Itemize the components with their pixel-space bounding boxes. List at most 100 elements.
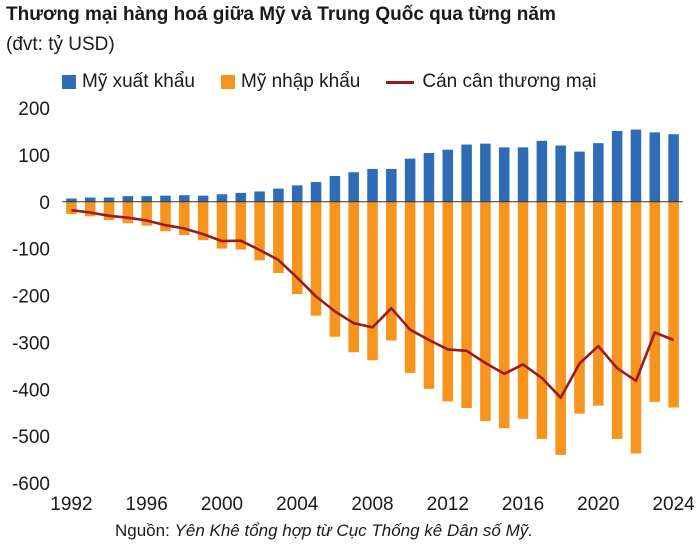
x-tick-label: 2004 xyxy=(276,494,319,515)
bar-import xyxy=(423,201,435,389)
bar-export xyxy=(461,144,472,202)
bar-import xyxy=(442,201,454,402)
bar-import xyxy=(179,201,190,236)
x-tick-label: 1992 xyxy=(50,494,92,515)
x-tick-label: 2020 xyxy=(577,494,619,515)
legend-label-balance: Cán cân thương mại xyxy=(422,71,597,92)
legend: Mỹ xuất khẩu Mỹ nhập khẩu Cán cân thương… xyxy=(62,68,622,96)
bar-export xyxy=(574,151,585,202)
balance-line xyxy=(71,208,675,400)
bar-import xyxy=(668,201,679,408)
x-tick-label: 1996 xyxy=(126,494,168,515)
bar-import xyxy=(66,201,77,214)
bar-import xyxy=(517,201,529,419)
bar-import xyxy=(216,201,228,249)
bar-export xyxy=(442,149,454,202)
bar-export xyxy=(367,168,378,202)
chart-subtitle: (đvt: tỷ USD) xyxy=(6,34,115,55)
bar-import xyxy=(348,201,359,353)
y-tick-label: 200 xyxy=(18,99,50,120)
bar-export xyxy=(423,153,435,202)
bar-export xyxy=(593,143,604,202)
bar-import xyxy=(197,201,209,241)
bar-import xyxy=(630,201,642,454)
bar-export xyxy=(103,197,115,202)
bar-export xyxy=(536,140,548,202)
bar-import xyxy=(273,201,284,273)
bar-export xyxy=(480,143,491,202)
bar-import xyxy=(310,201,322,316)
bar-export xyxy=(235,192,247,202)
bar-export xyxy=(404,158,416,202)
bar-export xyxy=(160,195,171,202)
y-tick-label: 0 xyxy=(39,193,50,214)
bar-export xyxy=(216,194,228,202)
bar-import xyxy=(103,201,115,221)
bar-export xyxy=(348,172,359,202)
bar-export xyxy=(611,130,623,202)
y-tick-label: -600 xyxy=(12,474,50,495)
bar-import xyxy=(480,201,491,422)
bar-export xyxy=(254,191,265,202)
y-tick-label: -500 xyxy=(12,427,50,448)
legend-label-exports: Mỹ xuất khẩu xyxy=(82,71,195,92)
y-tick-label: -300 xyxy=(12,333,50,354)
bar-import xyxy=(555,201,566,455)
legend-item-imports: Mỹ nhập khẩu xyxy=(221,71,360,93)
bar-import xyxy=(593,201,604,406)
legend-label-imports: Mỹ nhập khẩu xyxy=(241,71,361,92)
bar-export xyxy=(310,182,322,202)
bar-export xyxy=(122,196,134,202)
bar-import xyxy=(574,201,585,414)
bar-export xyxy=(291,185,303,202)
bar-export xyxy=(84,197,96,202)
source-note: Nguồn: Yên Khê tổng hợp từ Cục Thống kê … xyxy=(115,521,533,541)
bar-export xyxy=(649,132,661,202)
legend-swatch-balance xyxy=(386,80,415,84)
bar-import xyxy=(141,201,152,226)
source-text: Yên Khê tổng hợp từ Cục Thống kê Dân số … xyxy=(174,521,533,540)
legend-item-balance: Cán cân thương mại xyxy=(386,71,596,93)
bar-import xyxy=(498,201,510,429)
bar-export xyxy=(630,129,642,202)
bar-import xyxy=(611,201,623,439)
bar-import xyxy=(404,201,416,373)
bar-export xyxy=(668,134,679,202)
bar-import xyxy=(84,201,96,217)
source-prefix: Nguồn: xyxy=(115,521,175,540)
bar-import xyxy=(649,201,661,402)
bar-export xyxy=(517,147,529,202)
chart-title: Thương mại hàng hoá giữa Mỹ và Trung Quố… xyxy=(6,4,556,25)
legend-item-exports: Mỹ xuất khẩu xyxy=(62,71,195,93)
x-tick-label: 2012 xyxy=(427,494,469,515)
bar-export xyxy=(329,175,341,202)
bar-export xyxy=(66,198,77,202)
y-tick-label: -200 xyxy=(12,287,50,308)
x-tick-label: 2024 xyxy=(652,494,695,515)
x-tick-label: 2008 xyxy=(351,494,393,515)
bar-import xyxy=(122,201,134,224)
x-tick-label: 2000 xyxy=(201,494,243,515)
legend-swatch-imports xyxy=(221,75,235,89)
bar-export xyxy=(498,147,510,202)
bar-import xyxy=(291,201,303,295)
bar-export xyxy=(197,195,209,202)
y-tick-label: 100 xyxy=(18,146,50,167)
bar-import xyxy=(254,201,265,261)
bar-import xyxy=(367,201,378,361)
bar-import xyxy=(160,201,171,232)
bar-export xyxy=(386,168,397,202)
y-tick-label: -100 xyxy=(12,240,50,261)
y-tick-label: -400 xyxy=(12,380,50,401)
bar-import xyxy=(461,201,472,408)
bar-export xyxy=(273,188,284,202)
bar-import xyxy=(329,201,341,337)
bar-import xyxy=(235,201,247,250)
x-tick-label: 2016 xyxy=(502,494,544,515)
bar-export xyxy=(141,196,152,202)
bar-import xyxy=(386,201,397,341)
bar-export xyxy=(555,145,566,202)
bar-export xyxy=(179,195,190,202)
legend-swatch-exports xyxy=(62,75,76,89)
